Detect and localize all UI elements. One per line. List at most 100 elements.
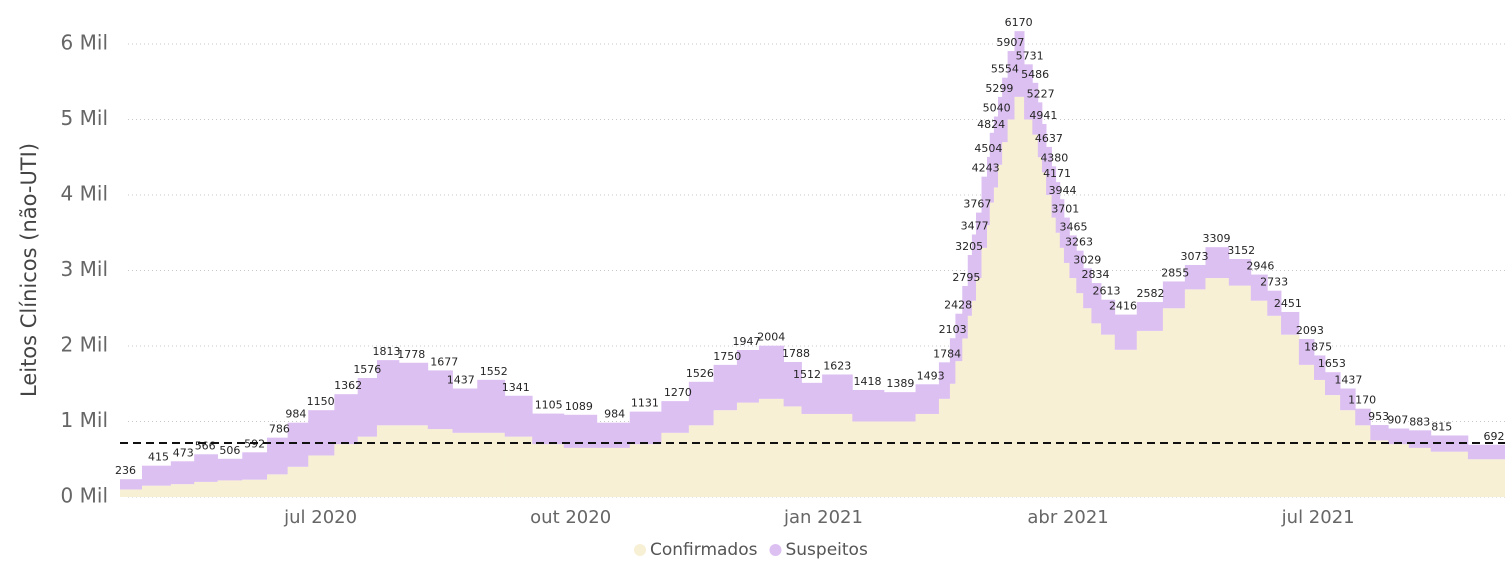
- bar-segment: [427, 370, 453, 430]
- y-tick-label: 4 Mil: [61, 182, 108, 206]
- bar-segment: [661, 401, 690, 433]
- data-label: 1875: [1304, 340, 1332, 353]
- bar-segment: [120, 479, 143, 490]
- bar-segment: [334, 444, 359, 497]
- data-label: 1947: [733, 335, 761, 348]
- y-tick-label: 5 Mil: [61, 106, 108, 130]
- bar-segment: [1370, 440, 1389, 497]
- bar-segment: [688, 381, 714, 426]
- bar-segment: [1114, 314, 1138, 350]
- bar-segment: [1059, 199, 1065, 248]
- legend-marker: [769, 544, 782, 556]
- bar-segment: [1467, 444, 1505, 460]
- bar-segment: [938, 398, 951, 497]
- legend-label: Suspeitos: [785, 540, 867, 560]
- bar-segment: [398, 362, 429, 426]
- data-label: 1105: [535, 399, 563, 412]
- x-tick-label: jul 2021: [1281, 507, 1355, 528]
- bar-segment: [736, 350, 760, 403]
- bar-segment: [1055, 182, 1061, 233]
- data-label: 984: [604, 408, 625, 421]
- bar-segment: [967, 315, 973, 497]
- data-label: 3465: [1060, 220, 1088, 233]
- bar-segment: [713, 364, 738, 411]
- data-label: 5227: [1027, 87, 1055, 100]
- bar-segment: [1314, 355, 1326, 380]
- bar-segment: [1007, 119, 1015, 497]
- data-label: 3309: [1202, 232, 1230, 245]
- data-label: 3073: [1180, 250, 1208, 263]
- bar-segment: [1370, 425, 1389, 441]
- data-label: 5299: [985, 82, 1013, 95]
- data-label: 3263: [1065, 236, 1093, 249]
- y-axis-label: Leitos Clínicos (não-UTI): [17, 143, 41, 397]
- data-label: 907: [1387, 414, 1408, 427]
- bar-segment: [1037, 157, 1043, 497]
- bar-segment: [1162, 308, 1186, 497]
- data-label: 6170: [1005, 16, 1033, 29]
- data-label: 1653: [1318, 357, 1346, 370]
- bar-segment: [986, 225, 991, 497]
- data-label: 2946: [1246, 260, 1274, 273]
- bar-segment: [1063, 217, 1070, 263]
- bar-segment: [1091, 323, 1102, 497]
- bar-segment: [504, 395, 533, 437]
- data-label: 1576: [353, 363, 381, 376]
- data-label: 883: [1409, 415, 1430, 428]
- bar-segment: [971, 300, 977, 497]
- data-label: 5040: [983, 101, 1011, 114]
- bar-segment: [1069, 278, 1077, 497]
- data-label: 2613: [1093, 285, 1121, 298]
- bar-segment: [1281, 311, 1300, 335]
- bar-segment: [955, 361, 963, 497]
- bar-segment: [822, 374, 853, 414]
- data-label: 2093: [1296, 324, 1324, 337]
- bar-segment: [971, 234, 977, 301]
- bar-segment: [1467, 459, 1505, 497]
- data-label: 4243: [972, 162, 1000, 175]
- bar-segment: [852, 421, 885, 497]
- data-label: 566: [195, 439, 216, 452]
- bar-segment: [141, 465, 172, 486]
- bar-segment: [398, 425, 429, 497]
- bar-segment: [981, 247, 988, 497]
- bar-segment: [287, 422, 309, 467]
- bar-segment: [452, 388, 478, 433]
- bar-segment: [783, 406, 802, 497]
- data-label: 3205: [955, 240, 983, 253]
- data-label: 2103: [939, 323, 967, 336]
- bar-segment: [1002, 77, 1009, 143]
- bar-segment: [962, 338, 969, 497]
- bar-segment: [141, 485, 172, 497]
- bar-segment: [758, 398, 785, 497]
- x-tick-label: jan 2021: [783, 507, 863, 528]
- bar-segment: [1267, 315, 1282, 497]
- bar-segment: [267, 437, 289, 475]
- bar-segment: [736, 402, 760, 497]
- data-label: 4171: [1043, 167, 1071, 180]
- bar-segment: [989, 132, 995, 203]
- data-label: 1623: [823, 359, 851, 372]
- y-tick-label: 0 Mil: [61, 484, 108, 508]
- bar-segment: [1267, 290, 1282, 316]
- bar-segment: [1032, 134, 1039, 497]
- bar-segment: [852, 389, 885, 422]
- bar-segment: [1007, 51, 1015, 120]
- data-label: 1389: [886, 377, 914, 390]
- bar-segment: [783, 362, 802, 407]
- bar-segment: [1076, 250, 1084, 294]
- bar-segment: [801, 413, 823, 497]
- bar-segment: [170, 484, 195, 497]
- data-label: 473: [173, 446, 194, 459]
- bar-segment: [376, 360, 400, 426]
- bar-segment: [1250, 274, 1268, 301]
- bar-segment: [267, 474, 289, 497]
- bar-segment: [629, 411, 662, 445]
- y-tick-label: 6 Mil: [61, 31, 108, 55]
- bar-segment: [596, 447, 631, 497]
- bar-segment: [1205, 278, 1230, 497]
- x-tick-label: out 2020: [530, 507, 611, 528]
- bar-segment: [1228, 259, 1252, 286]
- data-label: 984: [285, 408, 306, 421]
- bar-segment: [1063, 262, 1070, 497]
